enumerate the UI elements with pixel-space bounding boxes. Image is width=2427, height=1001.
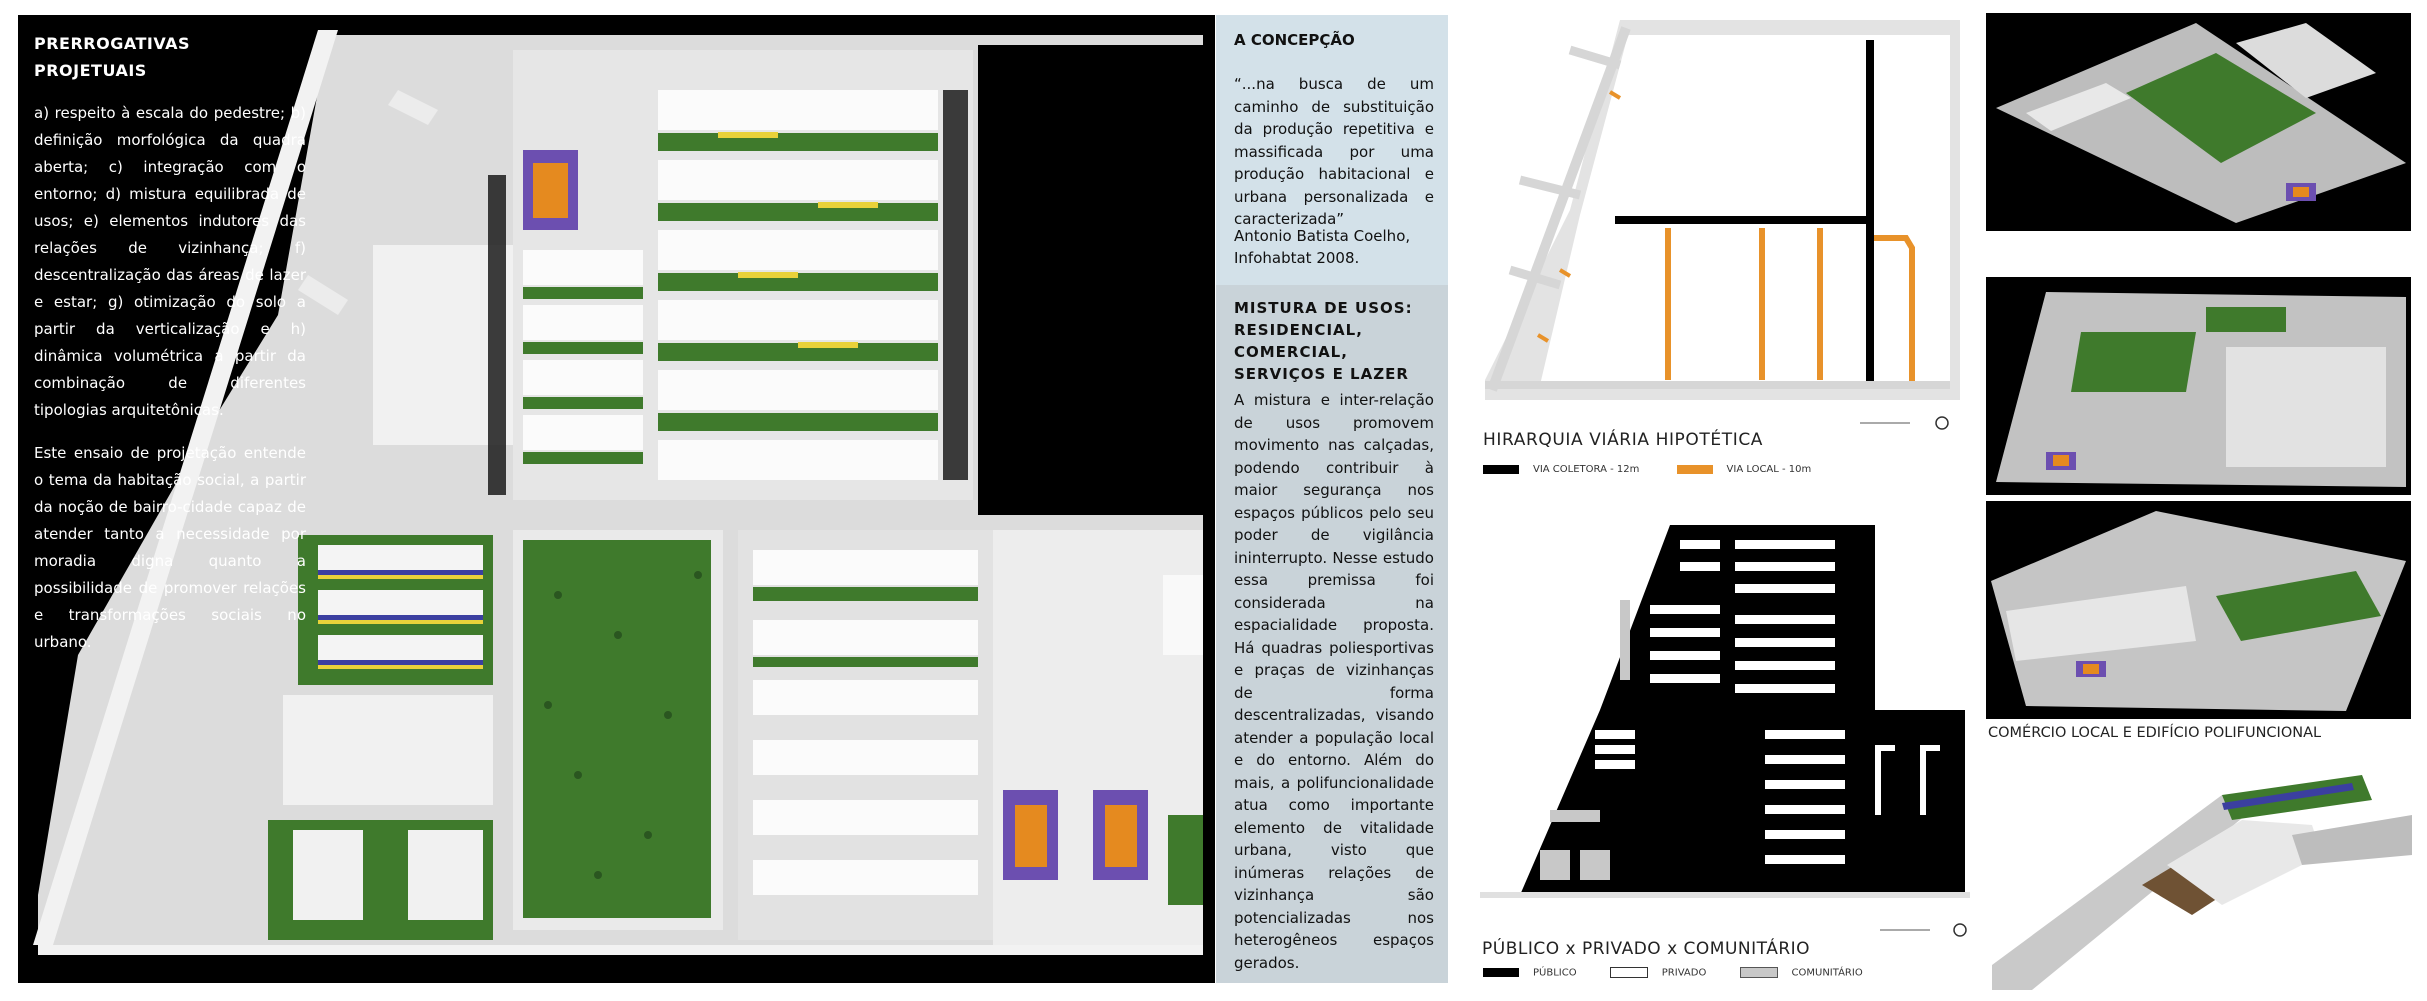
legend-swatch-local	[1676, 464, 1713, 474]
public-private-title: PÚBLICO x PRIVADO x COMUNITÁRIO	[1482, 939, 1811, 959]
concepcao-panel: A CONCEPÇÃO “...na busca de um caminho d…	[1216, 15, 1448, 285]
legend-swatch-privado	[1609, 967, 1648, 978]
public-private-legend: PÚBLICO PRIVADO COMUNITÁRIO	[1483, 967, 1863, 979]
mistura-text: A mistura e inter-relação de usos promov…	[1234, 391, 1434, 972]
concepcao-author: Antonio Batista Coelho,	[1234, 227, 1411, 245]
legend-label-publico: PÚBLICO	[1533, 967, 1577, 979]
mistura-panel: MISTURA DE USOS: RESIDENCIAL, COMERCIAL,…	[1216, 285, 1448, 983]
legend-swatch-publico	[1483, 968, 1519, 977]
legend-label-coletora: VIA COLETORA - 12m	[1533, 464, 1640, 475]
concepcao-title: A CONCEPÇÃO	[1234, 31, 1355, 49]
legend-swatch-comunitario	[1739, 967, 1778, 978]
plan-text-block: PRERROGATIVAS PROJETUAIS a) respeito à e…	[34, 30, 306, 656]
legend-swatch-coletora	[1483, 464, 1519, 474]
public-private-diagram	[1480, 510, 1970, 950]
views-caption: COMÉRCIO LOCAL E EDIFÍCIO POLIFUNCIONAL	[1988, 725, 2322, 741]
road-legend: VIA COLETORA - 12m VIA LOCAL - 10m	[1483, 464, 1811, 475]
plan-intro-text: a) respeito à escala do pedestre; b) def…	[34, 104, 306, 419]
concepcao-source: Infohabtat 2008.	[1234, 249, 1360, 267]
perspective-commercial	[1992, 755, 2412, 990]
mistura-title: MISTURA DE USOS: RESIDENCIAL, COMERCIAL,…	[1234, 299, 1413, 383]
masterplan-render	[18, 15, 1215, 983]
plan-body-text: Este ensaio de projetação entende o tema…	[34, 444, 306, 651]
concepcao-quote: “...na busca de um caminho de substituiç…	[1234, 75, 1434, 228]
road-hierarchy-title: HIRARQUIA VIÁRIA HIPOTÉTICA	[1483, 430, 1764, 450]
legend-label-privado: PRIVADO	[1661, 967, 1707, 979]
aerial-view-2	[1986, 277, 2411, 495]
road-hierarchy-diagram	[1480, 10, 1960, 440]
plan-title: PRERROGATIVAS PROJETUAIS	[34, 34, 191, 80]
masterplan-drawing	[33, 30, 1203, 955]
legend-label-local: VIA LOCAL - 10m	[1726, 464, 1812, 475]
legend-label-comunitario: COMUNITÁRIO	[1791, 967, 1863, 979]
aerial-view-1	[1986, 13, 2411, 231]
aerial-view-3	[1986, 501, 2411, 719]
